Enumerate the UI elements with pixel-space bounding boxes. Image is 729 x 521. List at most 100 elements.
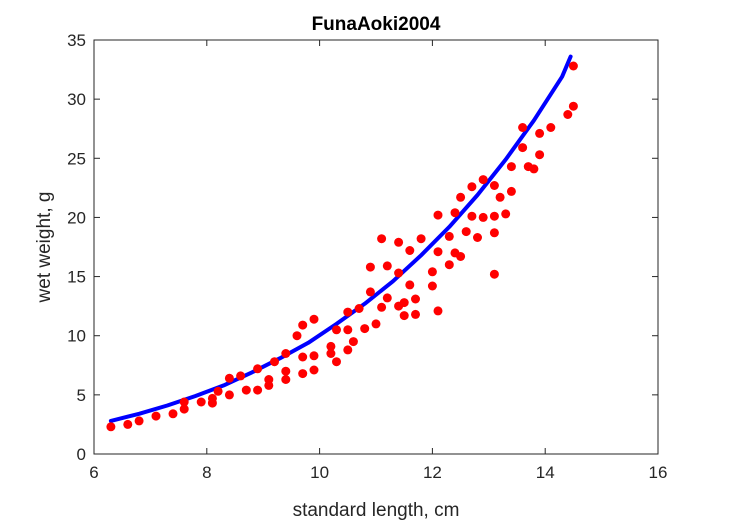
data-point <box>292 331 302 341</box>
y-tick-label: 5 <box>77 386 86 405</box>
data-point <box>326 349 336 358</box>
x-tick-label: 8 <box>202 463 211 482</box>
data-point <box>343 307 353 317</box>
chart-title: FunaAoki2004 <box>312 14 441 35</box>
data-point <box>224 373 234 383</box>
data-point <box>354 304 364 313</box>
data-point <box>450 208 460 218</box>
data-point <box>467 211 477 221</box>
data-point <box>489 211 499 221</box>
data-point <box>506 162 516 172</box>
x-tick-label: 12 <box>423 463 442 482</box>
data-point <box>478 175 488 185</box>
data-point <box>151 411 161 421</box>
data-point <box>433 306 443 316</box>
data-point <box>332 357 341 367</box>
x-axis-label: standard length, cm <box>293 500 460 521</box>
y-tick-label: 20 <box>67 208 86 227</box>
data-point <box>253 364 263 374</box>
data-point <box>309 314 319 324</box>
data-point <box>309 365 319 375</box>
data-point <box>411 309 420 319</box>
data-point <box>456 192 466 202</box>
data-point <box>179 404 189 414</box>
data-point <box>495 192 505 202</box>
data-point <box>444 231 454 241</box>
data-point <box>478 212 488 222</box>
y-axis: 0 5 10 15 20 25 30 35 <box>67 31 658 464</box>
data-point <box>281 349 291 358</box>
data-point <box>281 375 291 384</box>
data-point <box>427 281 437 291</box>
x-tick-label: 10 <box>310 463 329 482</box>
data-point <box>106 422 116 432</box>
data-point <box>360 324 370 334</box>
data-point <box>298 369 308 379</box>
data-point <box>224 390 234 400</box>
x-tick-label: 16 <box>649 463 668 482</box>
data-point <box>529 164 539 174</box>
data-point <box>134 416 144 426</box>
y-tick-label: 10 <box>67 327 86 346</box>
y-axis-label: wet weight, g <box>34 192 55 304</box>
data-point <box>546 123 556 132</box>
data-point <box>568 61 578 71</box>
data-point <box>394 268 404 278</box>
data-point <box>270 357 279 367</box>
data-point <box>382 293 392 303</box>
data-point <box>405 246 415 255</box>
data-point <box>343 325 353 335</box>
data-point <box>394 237 404 247</box>
data-point <box>207 393 217 403</box>
data-point <box>309 351 319 361</box>
x-tick-label: 6 <box>89 463 98 482</box>
data-point <box>433 247 443 257</box>
data-point <box>281 366 291 376</box>
data-point <box>365 262 375 272</box>
data-points-layer <box>106 61 578 432</box>
y-tick-label: 15 <box>67 268 86 287</box>
y-tick-label: 30 <box>67 90 86 109</box>
data-point <box>168 409 178 419</box>
data-point <box>348 337 358 347</box>
data-point <box>461 227 471 237</box>
data-point <box>433 210 443 220</box>
data-point <box>427 267 437 277</box>
data-point <box>411 294 420 304</box>
plot-frame <box>93 39 659 455</box>
data-point <box>377 234 387 244</box>
data-point <box>399 311 409 321</box>
data-point <box>489 228 499 238</box>
data-point <box>467 182 477 192</box>
data-point <box>489 181 499 190</box>
data-point <box>196 397 206 407</box>
data-point <box>416 234 426 244</box>
data-point <box>298 320 308 330</box>
data-point <box>568 101 578 111</box>
data-point <box>298 352 308 362</box>
x-tick-label: 14 <box>536 463 555 482</box>
x-axis: 6 8 10 12 14 16 <box>89 40 667 482</box>
data-point <box>518 143 528 153</box>
data-point <box>501 209 511 219</box>
y-tick-label: 35 <box>67 31 86 50</box>
data-point <box>399 298 409 308</box>
data-point <box>405 280 415 290</box>
data-point <box>456 252 466 261</box>
data-point <box>535 128 545 138</box>
data-point <box>377 302 387 312</box>
data-point <box>236 371 246 381</box>
data-point <box>563 110 573 119</box>
data-point <box>241 385 251 395</box>
data-point <box>365 287 375 297</box>
data-point <box>489 269 499 279</box>
data-point <box>382 261 392 271</box>
data-point <box>444 260 454 270</box>
data-point <box>332 325 341 335</box>
data-point <box>343 345 353 355</box>
data-point <box>264 375 274 384</box>
data-point <box>518 123 528 132</box>
data-point <box>213 386 223 396</box>
data-point <box>253 385 263 395</box>
